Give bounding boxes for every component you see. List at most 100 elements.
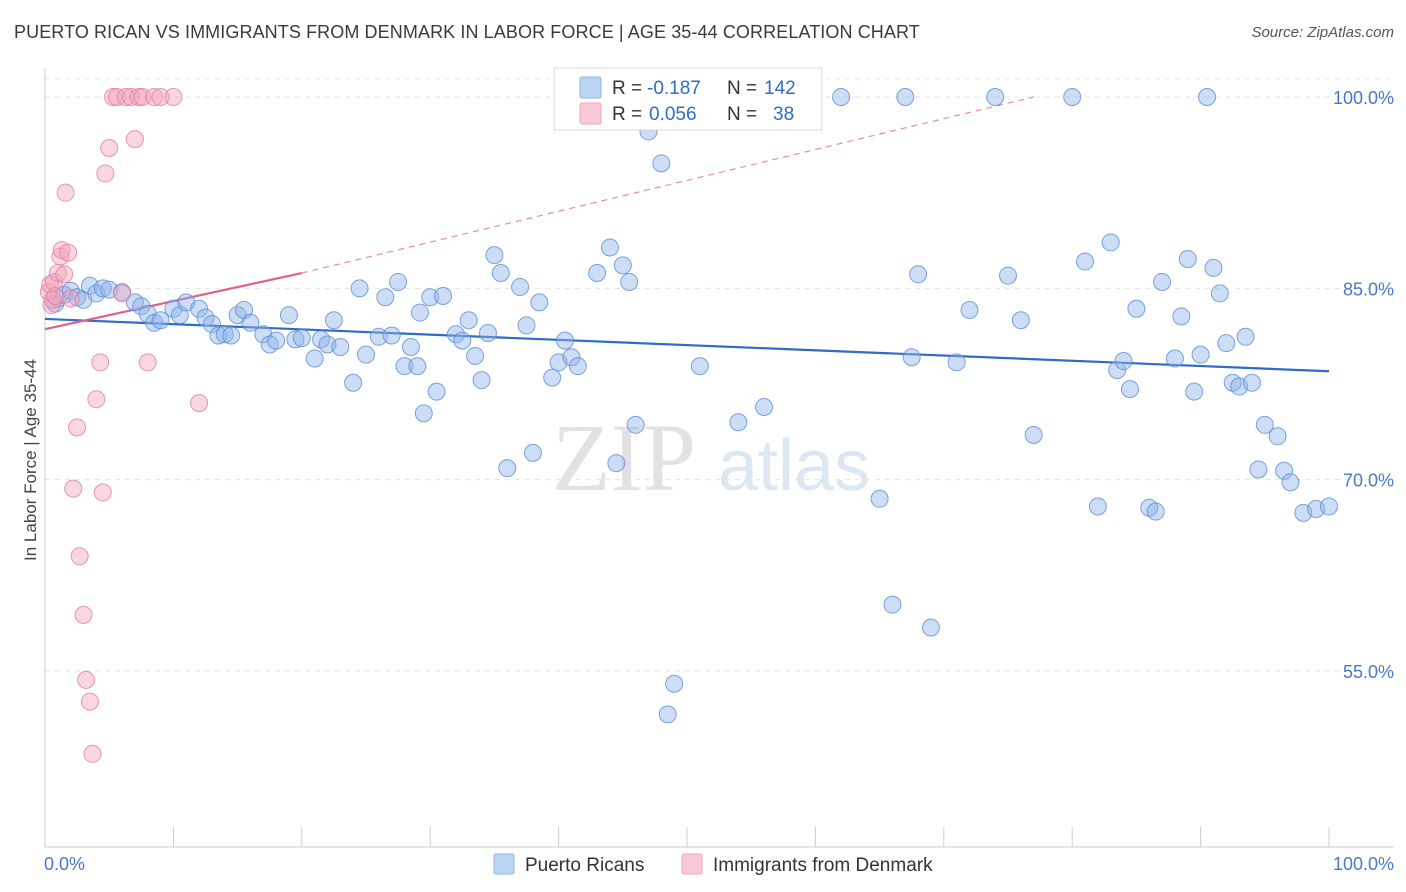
- point-puerto-rican-44: [382, 326, 401, 345]
- point-puerto-rican-33: [292, 329, 311, 348]
- point-denmark-24: [100, 139, 119, 158]
- point-puerto-rican-65: [530, 293, 549, 312]
- point-puerto-rican-70: [568, 357, 587, 376]
- point-puerto-rican-39: [344, 373, 363, 392]
- point-puerto-rican-19: [190, 299, 209, 318]
- point-puerto-rican-75: [626, 415, 645, 434]
- point-denmark-22: [93, 483, 112, 502]
- point-puerto-rican-93: [999, 266, 1017, 285]
- point-puerto-rican-38: [331, 338, 350, 357]
- point-puerto-rican-22: [209, 326, 228, 345]
- legend-bottom-swatch-blue: [493, 853, 515, 875]
- point-puerto-rican-23: [215, 325, 234, 344]
- point-puerto-rican-57: [472, 371, 491, 390]
- point-puerto-rican-123: [1275, 461, 1294, 480]
- point-denmark-14: [68, 418, 87, 437]
- point-puerto-rican-64: [523, 443, 542, 462]
- point-puerto-rican-61: [498, 459, 517, 478]
- point-puerto-rican-111: [1191, 345, 1210, 364]
- legend-bottom-label-denmark: Immigrants from Denmark: [713, 855, 933, 876]
- point-puerto-rican-91: [960, 301, 979, 320]
- legend-r-value-2: 0.056: [649, 104, 697, 125]
- point-denmark-27: [113, 284, 132, 303]
- point-puerto-rican-24: [222, 326, 241, 345]
- point-puerto-rican-110: [1185, 382, 1204, 401]
- grid-lines: [45, 78, 1394, 672]
- point-puerto-rican-114: [1210, 284, 1229, 303]
- point-denmark-34: [145, 88, 164, 106]
- point-puerto-rican-105: [1146, 502, 1165, 521]
- legend-n-value-2: 38: [773, 104, 794, 125]
- point-puerto-rican-87: [902, 348, 921, 367]
- point-denmark-25: [104, 88, 123, 106]
- legend-bottom-label-puerto-ricans: Puerto Ricans: [525, 855, 644, 876]
- legend-r-label-1: R =: [612, 78, 642, 99]
- point-puerto-rican-92: [986, 88, 1005, 106]
- source-label: Source: ZipAtlas.com: [1251, 24, 1394, 41]
- point-puerto-rican-12: [132, 297, 151, 316]
- point-denmark-10: [56, 183, 75, 202]
- point-puerto-rican-20: [196, 308, 215, 327]
- legend-r-value-1: -0.187: [647, 78, 701, 99]
- legend-top: R = -0.187 N = 142 R = 0.056 N = 38: [553, 67, 823, 131]
- point-puerto-rican-30: [267, 331, 286, 350]
- legend-swatch-blue: [579, 76, 602, 99]
- point-puerto-rican-40: [350, 279, 369, 298]
- point-puerto-rican-34: [305, 349, 324, 368]
- point-denmark-16: [74, 605, 93, 624]
- y-tick-labels: 100.0% 85.0% 70.0% 55.0%: [1333, 88, 1394, 682]
- legend-bottom: Puerto Ricans Immigrants from Denmark: [493, 853, 933, 876]
- point-puerto-rican-97: [1076, 252, 1095, 271]
- legend-swatch-pink: [579, 102, 602, 125]
- point-denmark-23: [96, 164, 115, 183]
- point-puerto-rican-62: [511, 278, 530, 297]
- point-puerto-rican-94: [1011, 311, 1030, 330]
- point-puerto-rican-50: [421, 288, 440, 307]
- point-puerto-rican-41: [357, 345, 375, 364]
- point-puerto-rican-120: [1249, 460, 1268, 479]
- legend-bottom-swatch-pink: [681, 853, 703, 875]
- point-denmark-19: [83, 744, 102, 763]
- x-tick-label-right: 100.0%: [1333, 854, 1394, 874]
- point-puerto-rican-112: [1198, 88, 1217, 106]
- point-puerto-rican-115: [1217, 334, 1236, 353]
- point-puerto-rican-69: [562, 348, 581, 367]
- point-puerto-rican-73: [607, 454, 626, 473]
- point-puerto-rican-45: [389, 272, 408, 291]
- trend-line-denmark: [44, 271, 303, 331]
- point-puerto-rican-58: [478, 323, 497, 342]
- trend-ext-denmark: [301, 96, 1034, 274]
- point-denmark-9: [55, 265, 74, 284]
- point-puerto-rican-79: [665, 674, 684, 693]
- point-puerto-rican-71: [588, 264, 607, 283]
- watermark-zip: ZIP: [552, 404, 696, 511]
- point-denmark-12: [61, 289, 80, 308]
- point-denmark-5: [46, 286, 65, 305]
- point-puerto-rican-99: [1101, 233, 1120, 252]
- point-puerto-rican-122: [1268, 427, 1287, 446]
- point-puerto-rican-129: [410, 303, 429, 322]
- point-denmark-37: [190, 394, 209, 413]
- point-puerto-rican-47: [401, 338, 420, 357]
- y-axis-label: In Labor Force | Age 35-44: [21, 359, 40, 561]
- point-puerto-rican-54: [453, 331, 472, 350]
- legend-n-label-1: N =: [727, 78, 757, 99]
- point-puerto-rican-107: [1165, 349, 1184, 368]
- point-puerto-rican-66: [543, 368, 562, 387]
- point-puerto-rican-89: [921, 618, 940, 637]
- point-puerto-rican-108: [1172, 307, 1191, 326]
- point-denmark-17: [77, 670, 96, 689]
- point-puerto-rican-32: [286, 330, 305, 349]
- point-puerto-rican-90: [947, 353, 966, 372]
- point-puerto-rican-56: [466, 346, 485, 365]
- point-denmark-4: [44, 272, 63, 291]
- point-puerto-rican-84: [870, 489, 889, 508]
- point-puerto-rican-80: [690, 357, 709, 376]
- point-puerto-rican-127: [1320, 497, 1338, 516]
- x-tick-label-left: 0.0%: [44, 854, 85, 874]
- point-puerto-rican-106: [1153, 272, 1172, 291]
- point-puerto-rican-124: [1281, 473, 1300, 492]
- point-puerto-rican-83: [832, 88, 851, 106]
- point-puerto-rican-52: [434, 286, 453, 305]
